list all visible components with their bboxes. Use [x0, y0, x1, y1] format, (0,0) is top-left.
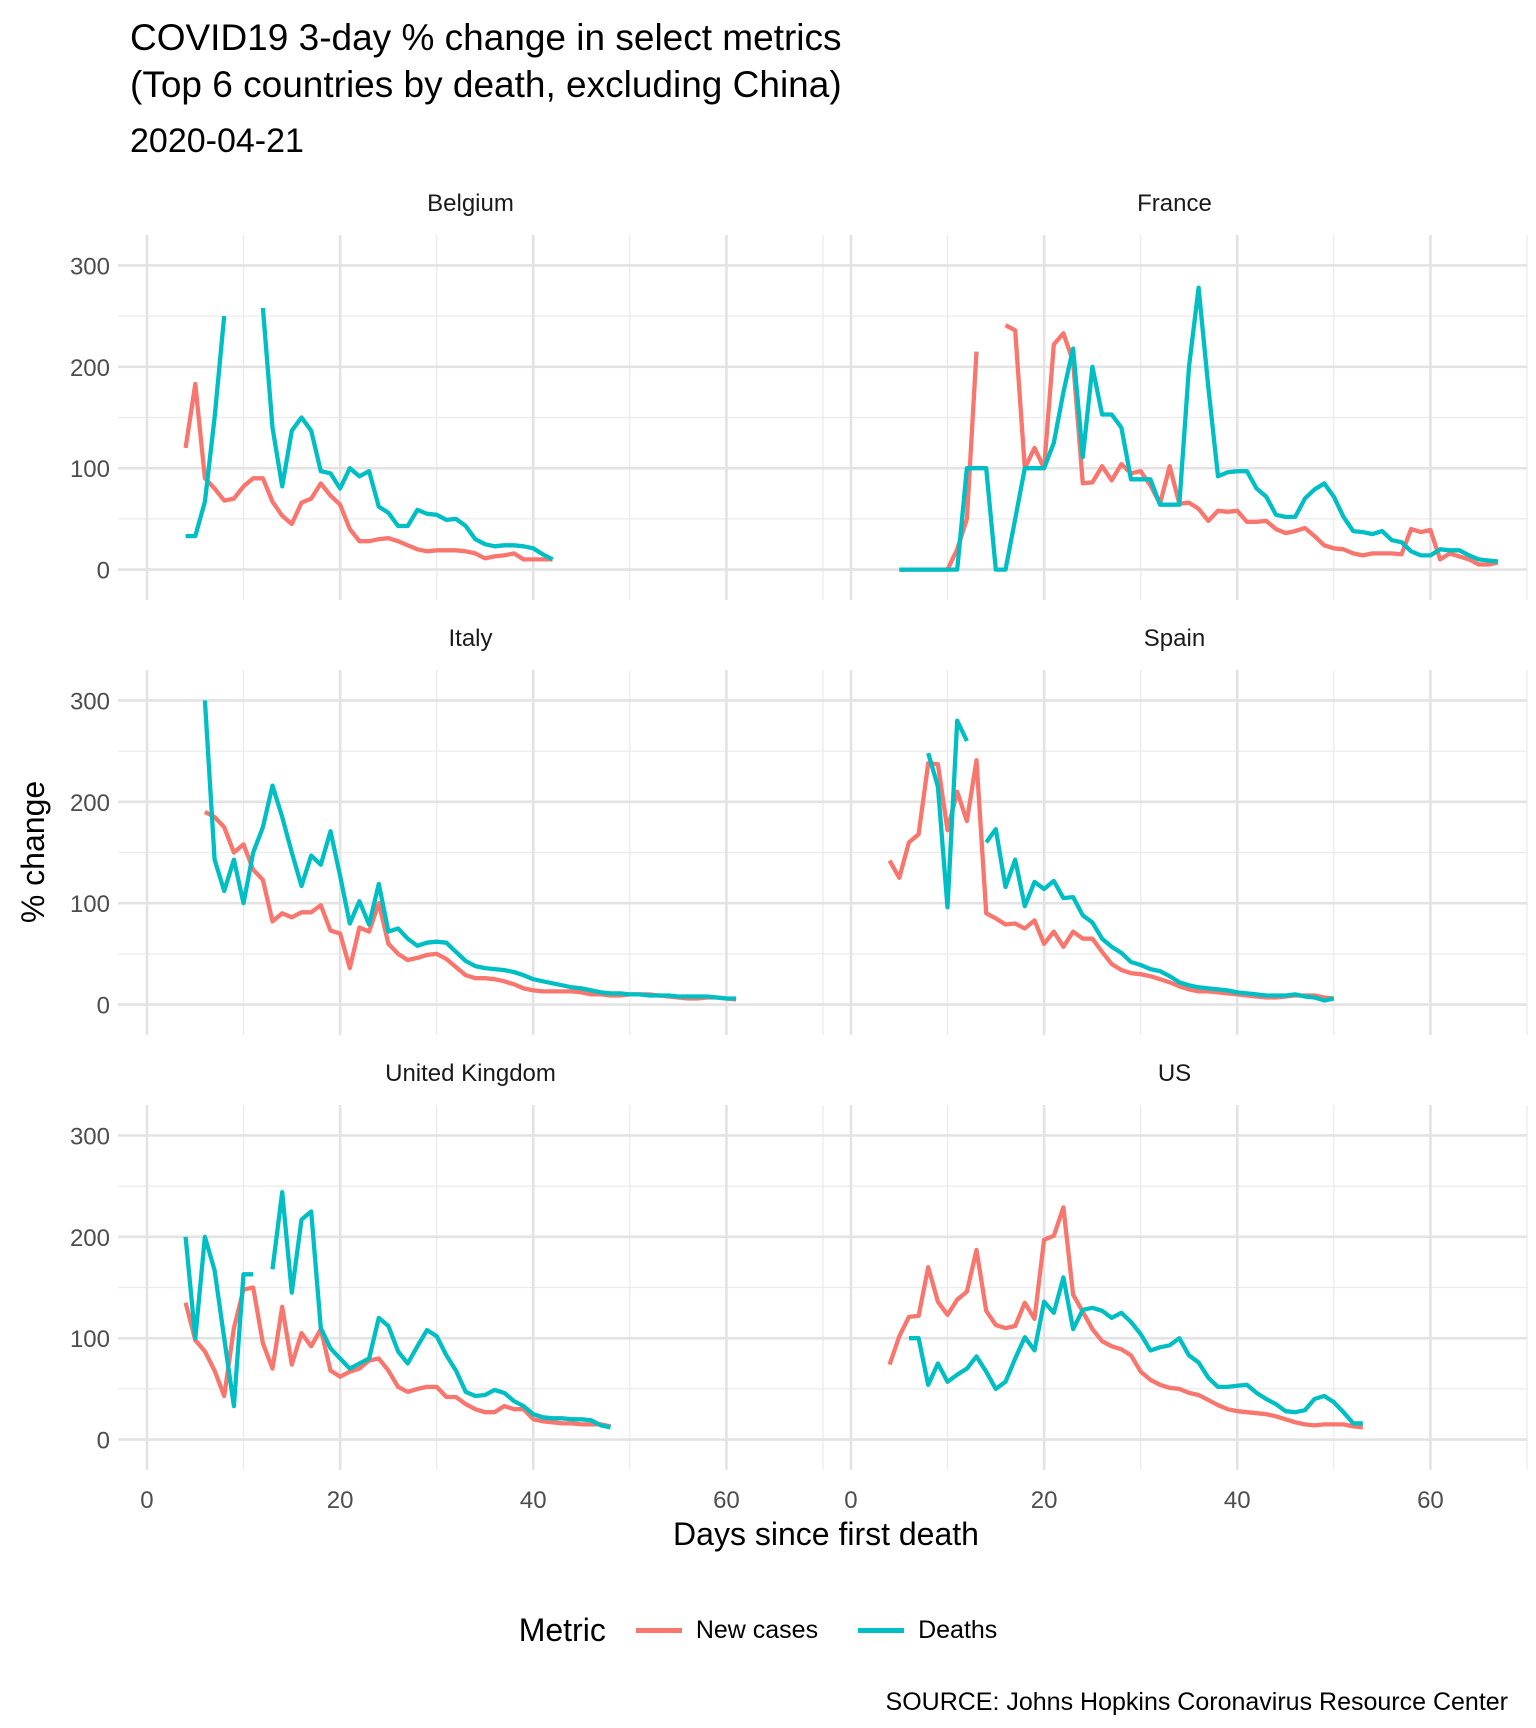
y-tick-label: 300 — [70, 253, 110, 280]
legend-key-new-cases — [635, 1627, 682, 1633]
series-line-united-kingdom-new-cases — [183, 1285, 611, 1429]
x-tick-label: 40 — [520, 1487, 547, 1514]
legend-item-new-cases: New cases — [635, 1615, 819, 1645]
x-tick-label: 40 — [1224, 1487, 1251, 1514]
x-tick-label: 0 — [140, 1487, 153, 1514]
x-tick-label: 20 — [327, 1487, 354, 1514]
source-caption: SOURCE: Johns Hopkins Coronavirus Resour… — [885, 1688, 1508, 1716]
y-tick-label: 0 — [97, 558, 110, 585]
y-tick-label: 100 — [70, 1326, 110, 1353]
chart-title: COVID19 3-day % change in select metrics… — [130, 17, 842, 105]
x-tick-label: 60 — [1417, 1487, 1444, 1514]
series-line-spain-deaths — [926, 718, 1335, 1003]
y-tick-label: 100 — [70, 456, 110, 483]
facet-chart: Belgium0100200300FranceItaly0100200300Sp… — [15, 190, 1528, 1552]
y-tick-label: 200 — [70, 355, 110, 382]
y-tick-label: 200 — [70, 790, 110, 817]
legend-label-new-cases: New cases — [695, 1615, 819, 1644]
legend-label-deaths: Deaths — [918, 1615, 998, 1644]
legend-key-deaths — [858, 1627, 905, 1633]
series-line-france-deaths — [899, 285, 1499, 572]
x-tick-label: 60 — [713, 1487, 740, 1514]
y-tick-label: 300 — [70, 688, 110, 715]
series-line-us-deaths — [908, 1275, 1363, 1426]
legend-title: Metric — [518, 1611, 606, 1648]
x-axis-title: Days since first death — [673, 1516, 979, 1552]
series-line-france-new-cases — [899, 323, 1499, 572]
panel-title-belgium: Belgium — [427, 190, 514, 217]
panel-title-france: France — [1137, 190, 1212, 217]
series-line-belgium-new-cases — [183, 381, 553, 562]
panel-title-italy: Italy — [448, 625, 492, 652]
y-tick-label: 0 — [97, 993, 110, 1020]
series-line-italy-deaths — [202, 700, 737, 1001]
series-line-italy-new-cases — [203, 809, 737, 1002]
series-line-belgium-deaths — [185, 307, 554, 562]
series-line-united-kingdom-deaths — [183, 1190, 611, 1430]
panel-title-united-kingdom: United Kingdom — [385, 1060, 556, 1087]
y-tick-label: 200 — [70, 1225, 110, 1252]
y-tick-label: 300 — [70, 1123, 110, 1150]
x-tick-label: 0 — [844, 1487, 857, 1514]
y-tick-label: 0 — [97, 1428, 110, 1455]
series-line-spain-new-cases — [887, 758, 1335, 1001]
panel-title-us: US — [1158, 1060, 1191, 1087]
series-line-us-new-cases — [887, 1205, 1364, 1430]
y-tick-label: 100 — [70, 891, 110, 918]
x-tick-label: 20 — [1031, 1487, 1058, 1514]
legend-item-deaths: Deaths — [858, 1616, 997, 1645]
y-axis-title: % change — [15, 781, 51, 923]
legend: Metric New cases Deaths — [0, 1605, 1536, 1655]
chart-subtitle: 2020-04-21 — [130, 122, 304, 160]
panel-title-spain: Spain — [1144, 625, 1205, 652]
